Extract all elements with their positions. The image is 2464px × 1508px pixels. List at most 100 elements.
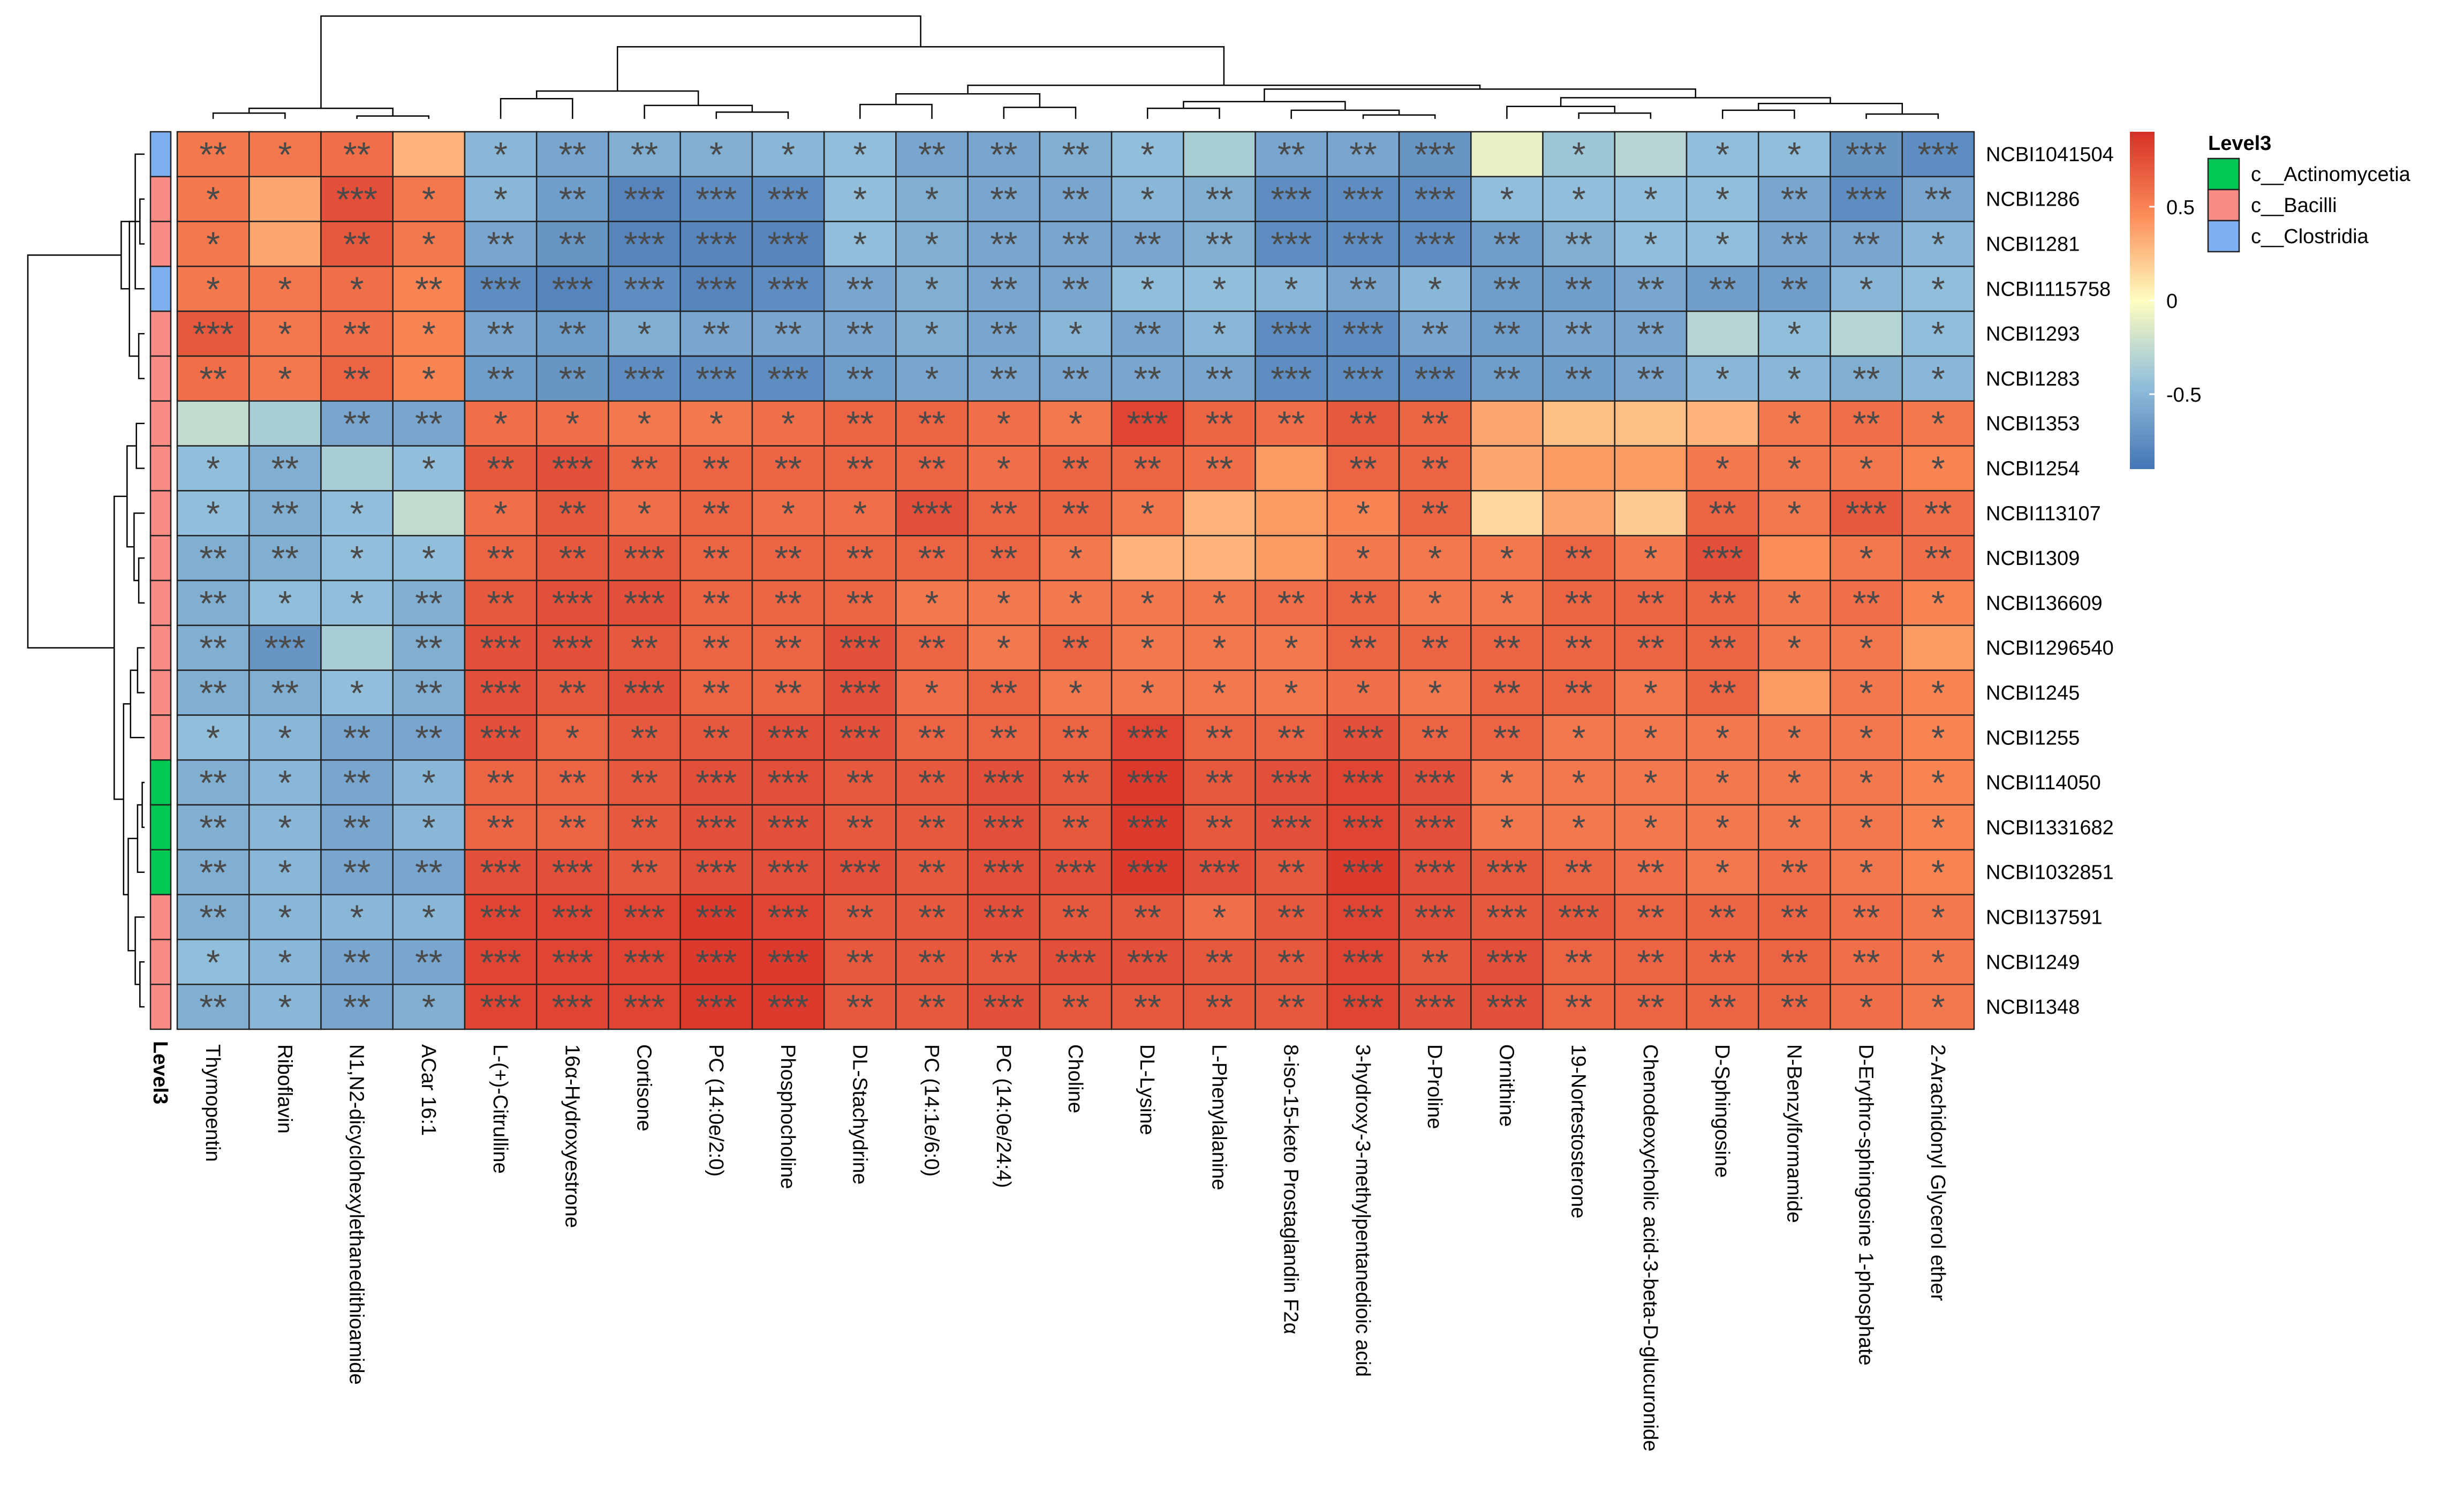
- significance-mark: ***: [1342, 359, 1384, 398]
- significance-mark: **: [1206, 449, 1233, 488]
- heatmap-cell: [895, 131, 969, 178]
- significance-mark: **: [918, 134, 946, 174]
- heatmap-cell: [1398, 804, 1472, 851]
- significance-mark: *: [781, 404, 795, 443]
- heatmap-cell: [1039, 939, 1113, 985]
- significance-mark: **: [1349, 628, 1377, 668]
- heatmap-cell: [248, 849, 322, 895]
- significance-mark: *: [1500, 179, 1514, 219]
- significance-mark: ***: [1342, 987, 1384, 1027]
- heatmap-cell: [967, 400, 1041, 447]
- heatmap-cell: [1326, 355, 1400, 402]
- heatmap-cell: [1758, 579, 1831, 627]
- heatmap-cell: [248, 534, 322, 582]
- annotation-cell: [149, 221, 172, 267]
- heatmap-cell: [535, 579, 609, 627]
- row-label: NCBI1331682: [1986, 817, 2114, 839]
- heatmap-cells: [176, 131, 1975, 1030]
- heatmap-cell: [1398, 445, 1472, 492]
- column-label: 3-hydroxy-3-methylpentanedioic acid: [1351, 1044, 1374, 1377]
- heatmap-cell: [1039, 221, 1113, 267]
- heatmap-cell: [823, 804, 897, 851]
- annotation-cell: [149, 759, 172, 806]
- column-label: D-Sphingosine: [1711, 1044, 1733, 1178]
- significance-mark: ***: [1342, 942, 1384, 982]
- heatmap-cell: [751, 355, 825, 402]
- annotation-cell: [149, 804, 172, 851]
- heatmap-cell: [1254, 624, 1328, 671]
- heatmap-cell: [1686, 400, 1759, 447]
- significance-mark: ***: [1271, 314, 1312, 354]
- significance-mark: *: [1069, 314, 1083, 354]
- significance-mark: **: [702, 583, 730, 623]
- significance-mark: *: [1931, 942, 1945, 982]
- heatmap-cell: [1470, 804, 1544, 851]
- column-label: Choline: [1064, 1044, 1086, 1113]
- row-label: NCBI114050: [1986, 772, 2101, 794]
- significance-mark: *: [1715, 359, 1729, 398]
- annotation-cell: [149, 355, 172, 402]
- significance-mark: *: [422, 359, 436, 398]
- column-label: 8-iso-15-keto Prostaglandin F2α: [1280, 1044, 1302, 1334]
- significance-mark: *: [1572, 808, 1586, 847]
- heatmap-cell: [535, 939, 609, 985]
- heatmap-cell: [320, 759, 394, 806]
- significance-mark: ***: [768, 853, 809, 892]
- significance-mark: ***: [1127, 404, 1168, 443]
- heatmap-cell: [679, 445, 753, 492]
- significance-mark: *: [278, 718, 292, 758]
- heatmap-cell: [1470, 266, 1544, 312]
- significance-mark: *: [1428, 269, 1442, 309]
- dendrogram-branch: [715, 111, 789, 119]
- significance-mark: **: [1709, 583, 1736, 623]
- significance-mark: **: [918, 404, 946, 443]
- significance-mark: **: [702, 494, 730, 533]
- significance-mark: ***: [840, 853, 881, 892]
- heatmap-cell: [751, 939, 825, 985]
- row-label: NCBI1032851: [1986, 862, 2114, 884]
- column-label: Ornithine: [1495, 1044, 1517, 1127]
- significance-mark: **: [990, 718, 1017, 758]
- significance-mark: *: [1572, 718, 1586, 758]
- column-label: L-Phenylalanine: [1207, 1044, 1230, 1190]
- significance-mark: *: [925, 179, 939, 219]
- significance-mark: **: [774, 583, 802, 623]
- significance-mark: ***: [1342, 763, 1384, 803]
- significance-mark: **: [559, 673, 586, 713]
- heatmap-cell: [1110, 983, 1184, 1030]
- significance-mark: **: [1565, 628, 1592, 668]
- heatmap-cell: [392, 669, 466, 716]
- significance-mark: **: [199, 583, 226, 623]
- heatmap-cell: [1470, 669, 1544, 716]
- significance-mark: **: [918, 898, 946, 937]
- heatmap-cell: [248, 310, 322, 357]
- significance-mark: **: [1565, 583, 1592, 623]
- significance-mark: **: [846, 314, 874, 354]
- row-label: NCBI1353: [1986, 413, 2080, 435]
- heatmap-cell: [392, 714, 466, 761]
- significance-mark: ***: [1342, 224, 1384, 264]
- significance-mark: *: [1644, 673, 1658, 713]
- significance-mark: *: [1069, 673, 1083, 713]
- dendrogram-branch: [895, 93, 1041, 108]
- significance-mark: *: [350, 494, 364, 533]
- annotation-legend-label: c__Clostridia: [2251, 225, 2369, 248]
- significance-mark: *: [1860, 539, 1873, 578]
- significance-mark: *: [997, 404, 1011, 443]
- heatmap-cell: [1326, 939, 1400, 985]
- significance-mark: *: [422, 987, 436, 1027]
- heatmap-cell: [1830, 310, 1903, 357]
- significance-mark: *: [709, 134, 723, 174]
- heatmap-cell: [895, 669, 969, 716]
- significance-mark: **: [343, 314, 371, 354]
- significance-mark: ***: [624, 269, 665, 309]
- heatmap-cell: [1758, 400, 1831, 447]
- column-label: PC (14:1e/6:0): [920, 1044, 943, 1177]
- annotation-cell: [149, 266, 172, 312]
- significance-mark: ***: [1486, 898, 1528, 937]
- significance-mark: *: [1572, 179, 1586, 219]
- heatmap-cell: [1542, 939, 1616, 985]
- significance-mark: *: [1931, 583, 1945, 623]
- significance-mark: ***: [1846, 494, 1887, 533]
- heatmap-cell: [1686, 759, 1759, 806]
